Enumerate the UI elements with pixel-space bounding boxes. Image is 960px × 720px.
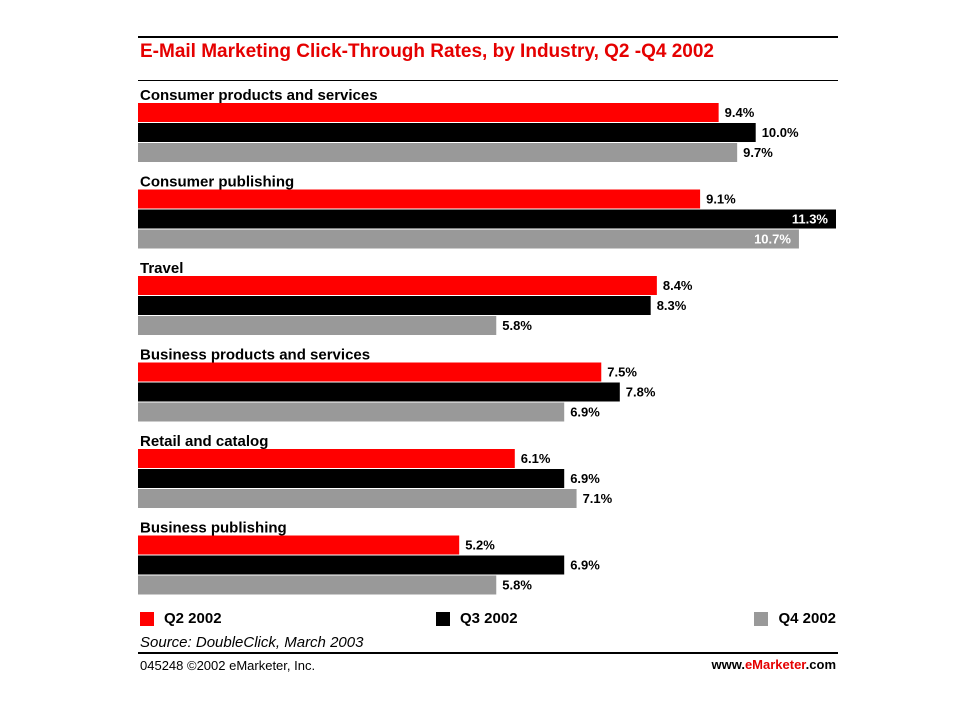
- value-label: 6.9%: [570, 471, 600, 486]
- value-label: 10.0%: [762, 125, 799, 140]
- source-note: Source: DoubleClick, March 2003: [140, 634, 364, 651]
- value-label: 7.5%: [607, 365, 637, 380]
- bar-q4-2002: [138, 402, 565, 422]
- category-label: Travel: [140, 260, 183, 277]
- legend: Q2 2002 Q3 2002 Q4 2002: [138, 610, 838, 628]
- footer-website: www.eMarketer.com: [711, 657, 836, 672]
- bar-q3-2002: [138, 209, 836, 229]
- bar-q4-2002: [138, 143, 738, 162]
- value-label: 5.8%: [502, 578, 532, 593]
- value-label: 9.7%: [743, 145, 773, 160]
- value-label: 6.1%: [521, 451, 551, 466]
- bar-q2-2002: [138, 449, 515, 468]
- legend-item: Q2 2002: [140, 610, 222, 627]
- bar-q4-2002: [138, 316, 497, 335]
- value-label: 6.9%: [570, 558, 600, 573]
- bottom-rule: [138, 652, 838, 654]
- bar-q3-2002: [138, 296, 651, 315]
- value-label: 8.3%: [657, 298, 687, 313]
- legend-item: Q3 2002: [436, 610, 518, 627]
- bar-q3-2002: [138, 123, 756, 142]
- value-label: 10.7%: [754, 232, 791, 247]
- chart-title: E-Mail Marketing Click-Through Rates, by…: [140, 41, 714, 62]
- bar-q2-2002: [138, 276, 657, 295]
- legend-swatch: [140, 611, 154, 626]
- value-label: 11.3%: [792, 212, 829, 227]
- legend-swatch: [754, 611, 769, 626]
- category-label: Consumer products and services: [140, 87, 378, 104]
- bar-q4-2002: [138, 489, 577, 508]
- bar-plot: Consumer products and services 9.4% 10.0% 9…: [138, 87, 836, 595]
- value-label: 7.1%: [583, 491, 613, 506]
- value-label: 8.4%: [663, 278, 693, 293]
- legend-label: Q2 2002: [164, 610, 222, 627]
- category-label: Business products and services: [140, 347, 370, 364]
- bar-q2-2002: [138, 103, 719, 122]
- value-label: 7.8%: [626, 385, 656, 400]
- chart-container: E-Mail Marketing Click-Through Rates, by…: [138, 36, 838, 676]
- legend-label: Q3 2002: [460, 610, 518, 627]
- legend-swatch: [436, 611, 450, 626]
- bar-q3-2002: [138, 555, 565, 575]
- category-label: Retail and catalog: [140, 433, 268, 450]
- title-rule: [138, 80, 838, 81]
- legend-item: Q4 2002: [754, 610, 836, 627]
- bar-q2-2002: [138, 189, 701, 209]
- value-label: 9.4%: [725, 105, 755, 120]
- site-prefix: www.: [711, 657, 745, 672]
- site-suffix: .com: [805, 657, 836, 672]
- bar-q2-2002: [138, 362, 602, 382]
- site-brand: eMarketer: [744, 657, 806, 672]
- footer-copyright: 045248 ©2002 eMarketer, Inc.: [140, 658, 316, 673]
- bar-q4-2002: [138, 229, 799, 249]
- bar-q3-2002: [138, 382, 620, 402]
- category-label: Business publishing: [140, 520, 287, 537]
- category-label: Consumer publishing: [140, 174, 294, 191]
- bar-q4-2002: [138, 575, 497, 595]
- value-label: 9.1%: [706, 192, 736, 207]
- legend-label: Q4 2002: [778, 610, 836, 627]
- bar-q2-2002: [138, 535, 460, 555]
- value-label: 5.2%: [465, 538, 495, 553]
- value-label: 6.9%: [570, 405, 600, 420]
- value-label: 5.8%: [502, 318, 532, 333]
- bar-q3-2002: [138, 469, 565, 488]
- top-rule: [138, 36, 838, 38]
